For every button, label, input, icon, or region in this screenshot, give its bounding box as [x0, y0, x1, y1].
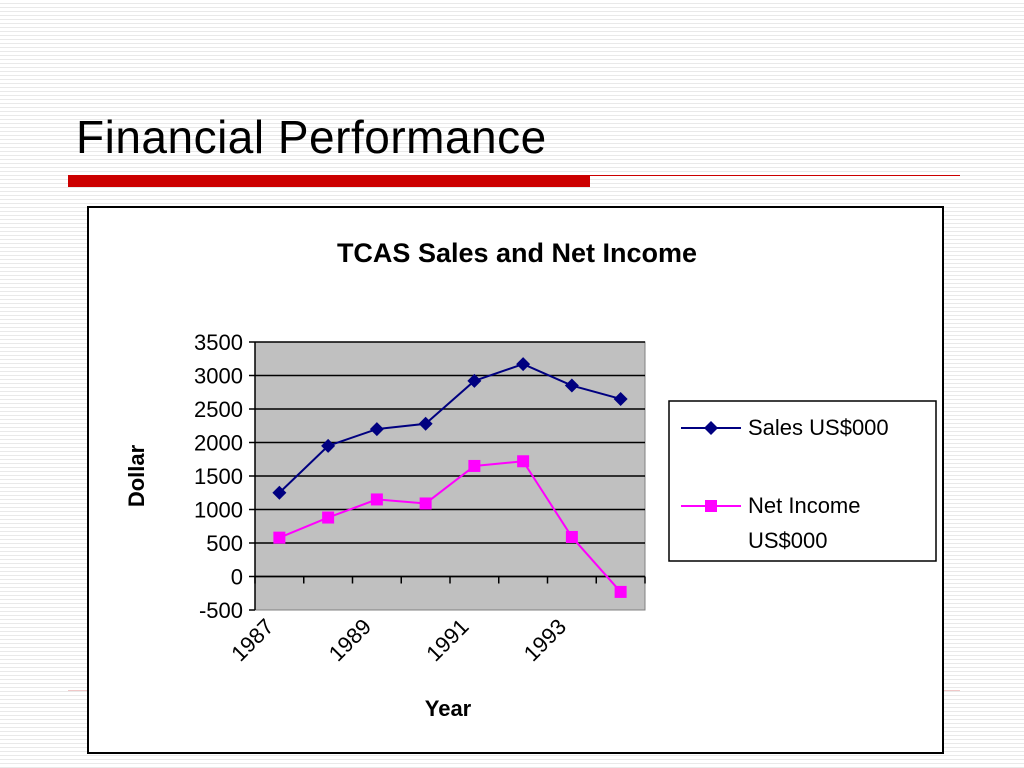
y-tick-label: -500 — [199, 598, 243, 623]
y-tick-label: 3500 — [194, 330, 243, 355]
data-point-sales — [369, 422, 384, 437]
legend-net-income-marker — [705, 500, 717, 512]
data-point-net-income — [419, 497, 432, 510]
data-point-net-income — [565, 530, 578, 543]
y-tick-label: 500 — [206, 531, 243, 556]
title-underline-bar — [68, 175, 590, 187]
x-tick-label: 1991 — [421, 614, 473, 666]
data-point-sales — [516, 357, 531, 372]
y-tick-label: 2000 — [194, 431, 243, 456]
data-point-sales — [321, 438, 336, 453]
data-point-sales — [272, 485, 287, 500]
chart-svg: TCAS Sales and Net Income -500 0 500 1000 15… — [124, 238, 937, 721]
data-point-net-income — [468, 459, 481, 472]
x-tick-label: 1989 — [324, 614, 376, 666]
title-underline-thin — [590, 175, 960, 176]
x-tick-label: 1993 — [519, 614, 571, 666]
legend-net-income-label-line2: US$000 — [748, 528, 828, 553]
legend-net-income-label: Net Income US$000 — [748, 493, 867, 553]
data-point-net-income — [370, 493, 383, 506]
y-axis-ticks: -500 0 500 1000 1500 2000 2500 3000 3500 — [194, 330, 255, 623]
data-point-net-income — [614, 585, 627, 598]
legend-sales-label: Sales US$000 — [748, 415, 889, 440]
series-line-sales — [278, 363, 621, 494]
y-tick-label: 3000 — [194, 364, 243, 389]
data-point-net-income — [273, 531, 286, 544]
data-point-sales — [613, 391, 628, 406]
data-point-net-income — [517, 455, 530, 468]
y-tick-label: 1500 — [194, 464, 243, 489]
chart-frame: TCAS Sales and Net Income -500 0 500 1000 15… — [87, 206, 944, 754]
data-point-sales — [418, 416, 433, 431]
series-line-net-income — [278, 460, 622, 593]
data-point-net-income — [322, 511, 335, 524]
legend-net-income-label-line1: Net Income — [748, 493, 861, 518]
legend: Sales US$000 Net Income US$000 — [668, 400, 937, 562]
data-point-sales — [564, 378, 579, 393]
legend-sales-marker — [704, 421, 718, 435]
y-axis-label: Dollar — [124, 444, 149, 507]
series-group — [272, 357, 628, 598]
y-tick-label: 1000 — [194, 498, 243, 523]
data-point-sales — [467, 373, 482, 388]
y-tick-label: 0 — [231, 565, 243, 590]
y-tick-label: 2500 — [194, 397, 243, 422]
slide-title: Financial Performance — [76, 111, 547, 163]
chart-title: TCAS Sales and Net Income — [337, 238, 697, 268]
x-axis-label: Year — [425, 696, 472, 721]
